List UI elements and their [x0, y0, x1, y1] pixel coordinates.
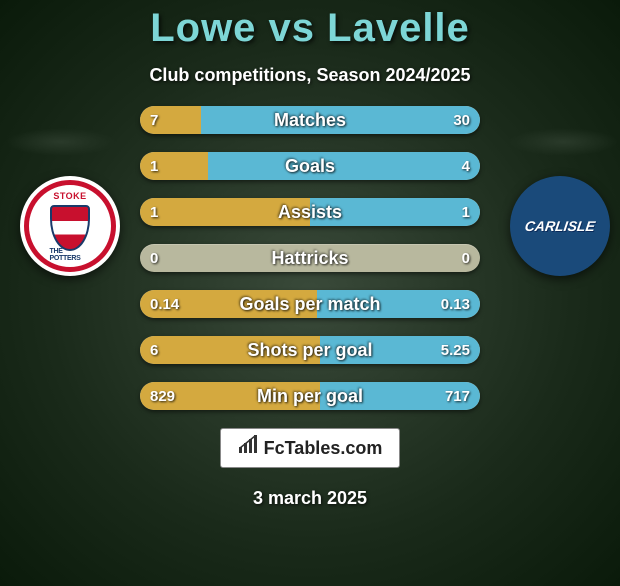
- page-title: Lowe vs Lavelle: [0, 6, 620, 51]
- stat-label: Matches: [140, 106, 480, 134]
- stat-label: Shots per goal: [140, 336, 480, 364]
- chart-icon: [238, 435, 260, 461]
- stat-label: Min per goal: [140, 382, 480, 410]
- stat-row: 14Goals: [140, 152, 480, 180]
- stat-row: 00Hattricks: [140, 244, 480, 272]
- footer-brand-logo[interactable]: FcTables.com: [220, 428, 400, 468]
- stat-row: 730Matches: [140, 106, 480, 134]
- stat-row: 11Assists: [140, 198, 480, 226]
- stat-label: Goals per match: [140, 290, 480, 318]
- stat-label: Goals: [140, 152, 480, 180]
- footer-brand-text: FcTables.com: [264, 438, 383, 459]
- stat-row: 829717Min per goal: [140, 382, 480, 410]
- date-text: 3 march 2025: [0, 488, 620, 509]
- stat-label: Hattricks: [140, 244, 480, 272]
- stats-bars-container: 730Matches 14Goals 11Assists 00Hattricks 0.1…: [140, 106, 480, 410]
- stat-row: 65.25Shots per goal: [140, 336, 480, 364]
- stat-label: Assists: [140, 198, 480, 226]
- subtitle: Club competitions, Season 2024/2025: [0, 65, 620, 86]
- stat-row: 0.140.13Goals per match: [140, 290, 480, 318]
